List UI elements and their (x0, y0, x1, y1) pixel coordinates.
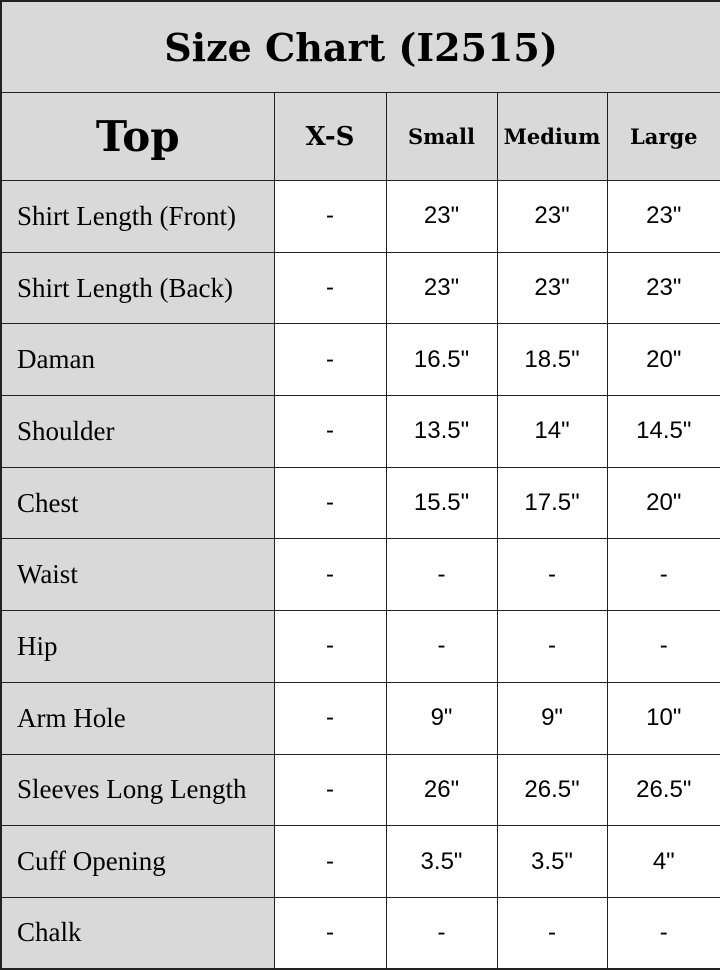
measurement-value: - (273, 681, 387, 755)
size-header-xs: X-S (273, 92, 387, 181)
measurement-value: - (273, 538, 387, 612)
measurement-value: 16.5" (385, 323, 498, 397)
table-row: Daman -16.5" 18.5" 20" (0, 323, 720, 397)
measurement-value: - (273, 180, 387, 253)
measurement-value: 9" (496, 681, 608, 755)
measurement-value: 14" (496, 395, 608, 468)
measurement-value: - (273, 466, 387, 540)
measurement-value: 17.5" (496, 466, 608, 540)
measurement-value: 14.5" (606, 395, 720, 468)
measurement-label: Shirt Length (Front) (0, 180, 275, 253)
measurement-label: Daman (0, 323, 275, 397)
measurement-label: Cuff Opening (0, 825, 275, 898)
measurement-value: - (385, 538, 498, 612)
measurement-label: Waist (0, 538, 275, 612)
measurement-label: Sleeves Long Length (0, 753, 275, 827)
table-row: Shirt Length (Back) -23" 23" 23" (0, 251, 720, 325)
measurement-value: - (273, 753, 387, 827)
measurement-value: 20" (606, 323, 720, 397)
measurement-value: - (496, 896, 608, 970)
measurement-label: Hip (0, 610, 275, 683)
measurement-value: 23" (606, 180, 720, 253)
measurement-value: 23" (385, 180, 498, 253)
table-row: Shoulder -13.5" 14" 14.5" (0, 395, 720, 468)
measurement-label: Shirt Length (Back) (0, 251, 275, 325)
measurement-value: 13.5" (385, 395, 498, 468)
table-row: Sleeves Long Length -26" 26.5" 26.5" (0, 753, 720, 827)
measurement-value: - (273, 825, 387, 898)
measurement-value: - (273, 610, 387, 683)
measurement-value: 20" (606, 466, 720, 540)
table-row: Waist - - - - (0, 538, 720, 612)
measurement-value: 26" (385, 753, 498, 827)
measurement-value: - (385, 896, 498, 970)
measurement-value: - (273, 896, 387, 970)
size-header-medium: Medium (496, 92, 608, 181)
measurement-value: 26.5" (496, 753, 608, 827)
measurement-value: 3.5" (385, 825, 498, 898)
measurement-value: - (606, 610, 720, 683)
measurement-value: 9" (385, 681, 498, 755)
measurement-value: - (496, 538, 608, 612)
measurement-value: - (273, 323, 387, 397)
measurement-value: - (606, 896, 720, 970)
measurement-value: 23" (496, 251, 608, 325)
section-header: Top (0, 92, 275, 181)
measurement-value: - (273, 251, 387, 325)
table-row: Hip - - - - (0, 610, 720, 683)
measurement-label: Chest (0, 466, 275, 540)
measurement-label: Arm Hole (0, 681, 275, 755)
measurement-value: 3.5" (496, 825, 608, 898)
measurement-value: 4" (606, 825, 720, 898)
measurement-value: - (273, 395, 387, 468)
chart-title: Size Chart (I2515) (0, 0, 720, 93)
size-header-small: Small (385, 92, 498, 181)
measurement-label: Shoulder (0, 395, 275, 468)
table-row: Cuff Opening -3.5" 3.5" 4" (0, 825, 720, 898)
size-header-large: Large (606, 92, 720, 181)
measurement-value: - (496, 610, 608, 683)
measurement-value: - (606, 538, 720, 612)
table-row: Arm Hole -9" 9" 10" (0, 681, 720, 755)
measurement-value: 23" (496, 180, 608, 253)
measurement-value: 26.5" (606, 753, 720, 827)
table-row: Chest -15.5" 17.5" 20" (0, 466, 720, 540)
table-row: Chalk - - - - (0, 896, 720, 970)
measurement-value: 23" (385, 251, 498, 325)
measurement-label: Chalk (0, 896, 275, 970)
measurement-value: 18.5" (496, 323, 608, 397)
measurement-value: 15.5" (385, 466, 498, 540)
measurement-value: 23" (606, 251, 720, 325)
measurement-value: - (385, 610, 498, 683)
table-row: Shirt Length (Front) -23" 23" 23" (0, 180, 720, 253)
measurement-value: 10" (606, 681, 720, 755)
